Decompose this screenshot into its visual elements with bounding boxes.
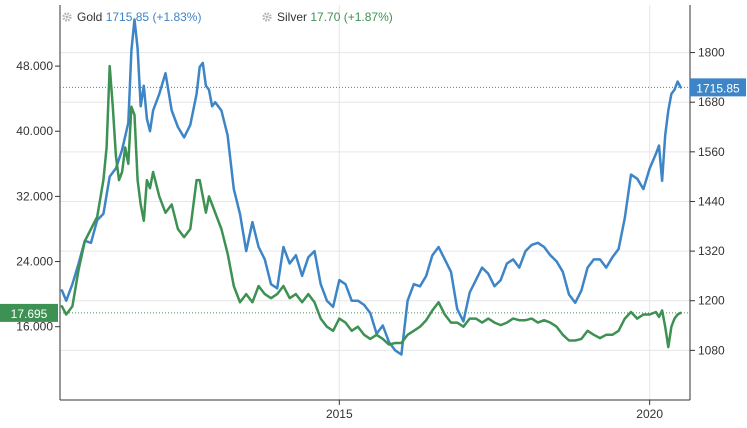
legend-change-gold: (+1.83%) (152, 10, 202, 24)
legend-item-gold[interactable]: Gold 1715.85 (+1.83%) (62, 10, 201, 24)
left-axis-tick-label: 24.000 (16, 255, 53, 269)
silver-last-value-label: 17.695 (11, 307, 48, 321)
last-value-markers: 1715.85 17.695 (0, 78, 746, 322)
axes: 16.000 24.000 32.000 40.000 48.000 1080 1200 13… (16, 5, 725, 421)
gear-icon (62, 12, 72, 22)
legend-value-gold: 1715.85 (105, 10, 150, 24)
right-axis-tick-label: 1680 (698, 95, 725, 109)
right-axis-tick-label: 1440 (698, 194, 725, 208)
left-axis-tick-label: 16.000 (16, 320, 53, 334)
gold-last-value-badge (690, 78, 746, 97)
x-axis-tick-label: 2015 (326, 407, 353, 421)
series-line-gold[interactable] (60, 18, 682, 356)
right-axis-tick-label: 1800 (698, 46, 725, 60)
legend-item-silver[interactable]: Silver 17.70 (+1.87%) (262, 10, 393, 24)
right-axis-tick-label: 1560 (698, 145, 725, 159)
right-axis-tick-label: 1200 (698, 294, 725, 308)
gold-last-value-label: 1715.85 (696, 81, 740, 95)
legend-value-silver: 17.70 (310, 10, 341, 24)
left-axis-tick-label: 32.000 (16, 189, 53, 203)
right-axis-tick-label: 1080 (698, 343, 725, 357)
legend-change-silver: (+1.87%) (343, 10, 393, 24)
series-lines (60, 18, 682, 356)
legend-label-gold: Gold (77, 10, 103, 24)
grid-lines (60, 5, 690, 400)
legend-label-silver: Silver (277, 10, 308, 24)
left-axis-tick-label: 40.000 (16, 124, 53, 138)
silver-last-value-badge (0, 303, 58, 322)
left-axis-tick-label: 48.000 (16, 59, 53, 73)
series-line-silver[interactable] (60, 64, 682, 349)
right-axis-tick-label: 1320 (698, 244, 725, 258)
gear-icon (262, 12, 272, 22)
x-axis-tick-label: 2020 (636, 407, 663, 421)
